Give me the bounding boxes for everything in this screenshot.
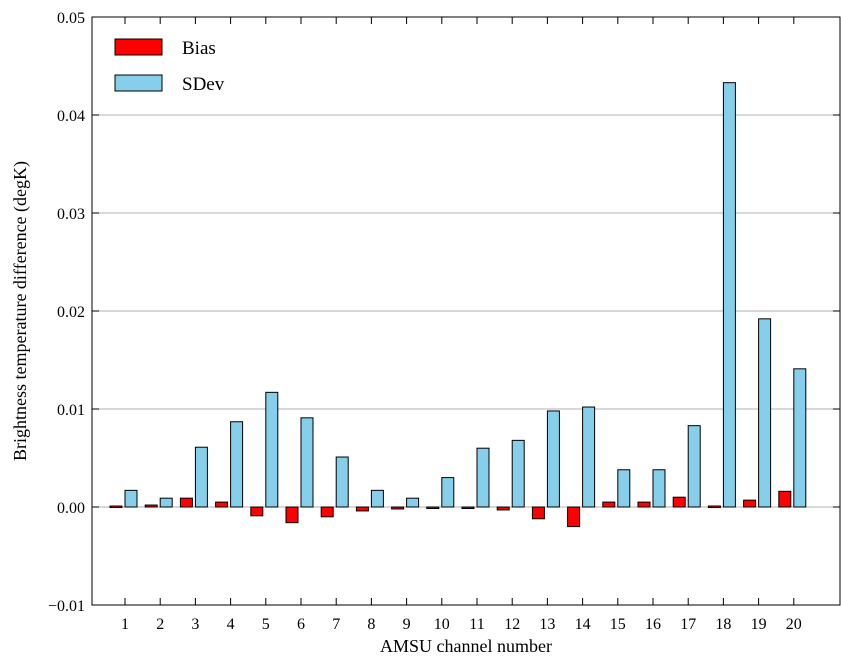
bar-bias-ch12: [496, 506, 510, 511]
bar-bias-ch3: [179, 497, 193, 508]
x-tick-label: 19: [751, 616, 767, 633]
x-tick-label: 9: [403, 616, 411, 633]
x-tick-label: 7: [332, 616, 340, 633]
bar-bias-ch4: [215, 501, 229, 508]
bar-sdev-ch5: [265, 391, 279, 508]
bar-sdev-ch3: [194, 446, 208, 508]
bar-sdev-ch17: [687, 425, 701, 508]
bar-bias-ch1: [109, 505, 123, 509]
x-tick-label: 5: [262, 616, 270, 633]
bar-bias-ch20: [778, 490, 792, 508]
bar-bias-ch18: [707, 505, 721, 509]
bar-bias-ch17: [672, 496, 686, 508]
x-tick-label: 6: [297, 616, 305, 633]
y-tick-label: 0.00: [57, 500, 85, 517]
bar-sdev-ch12: [511, 439, 525, 508]
bar-sdev-ch10: [441, 477, 455, 508]
y-tick-label: −0.01: [48, 598, 85, 615]
y-axis-title: Brightness temperature difference (degK): [10, 161, 31, 461]
bars: [109, 82, 807, 528]
x-tick-label: 12: [504, 616, 520, 633]
bar-sdev-ch19: [758, 318, 772, 508]
bar-sdev-ch8: [370, 489, 384, 508]
x-tick-label: 3: [191, 616, 199, 633]
x-tick-label: 10: [434, 616, 450, 633]
legend-label-sdev: SDev: [182, 74, 225, 95]
bar-sdev-ch15: [617, 469, 631, 508]
y-tick-label: 0.05: [57, 10, 85, 27]
bar-bias-ch7: [320, 506, 334, 518]
bar-sdev-ch1: [124, 489, 138, 508]
x-tick-label: 20: [786, 616, 802, 633]
bar-bias-ch8: [355, 506, 369, 512]
x-tick-label: 13: [539, 616, 555, 633]
bar-bias-ch13: [531, 506, 545, 520]
bar-sdev-ch9: [406, 497, 420, 508]
x-tick-label: 18: [715, 616, 731, 633]
x-tick-label: 1: [121, 616, 129, 633]
bar-sdev-ch6: [300, 417, 314, 508]
bar-sdev-ch20: [793, 368, 807, 508]
bar-sdev-ch13: [546, 410, 560, 508]
bar-bias-ch15: [602, 501, 616, 508]
bar-sdev-ch11: [476, 447, 490, 508]
bar-sdev-ch16: [652, 469, 666, 508]
x-tick-label: 2: [156, 616, 164, 633]
x-tick-label: 17: [680, 616, 696, 633]
axis-ticks: −0.010.000.010.020.030.040.051 2 3 4 5 6 7 8 9 10…: [48, 10, 840, 633]
bar-sdev-ch2: [159, 497, 173, 508]
legend: Bias SDev: [114, 38, 225, 95]
y-tick-label: 0.01: [57, 402, 85, 419]
bar-bias-ch14: [567, 506, 581, 528]
y-tick-label: 0.04: [57, 108, 85, 125]
bar-bias-ch5: [250, 506, 264, 517]
bar-bias-ch9: [391, 506, 405, 510]
y-tick-label: 0.02: [57, 304, 85, 321]
x-tick-label: 4: [227, 616, 235, 633]
bar-bias-ch6: [285, 506, 299, 524]
legend-swatch-sdev: [114, 74, 163, 92]
x-tick-label: 14: [575, 616, 591, 633]
bar-sdev-ch7: [335, 456, 349, 508]
bar-bias-ch2: [144, 504, 158, 508]
legend-swatch-bias: [114, 38, 163, 56]
bar-bias-ch10: [426, 506, 440, 509]
x-axis-title: AMSU channel number: [380, 636, 552, 656]
bar-bias-ch16: [637, 501, 651, 508]
bar-bias-ch19: [743, 499, 757, 508]
bar-sdev-ch14: [582, 406, 596, 508]
x-tick-label: 16: [645, 616, 661, 633]
legend-label-bias: Bias: [182, 38, 216, 59]
bar-sdev-ch4: [230, 421, 244, 508]
x-tick-label: 11: [469, 616, 484, 633]
bar-bias-ch11: [461, 506, 475, 509]
bar-sdev-ch18: [722, 82, 736, 508]
y-tick-label: 0.03: [57, 206, 85, 223]
x-tick-label: 8: [367, 616, 375, 633]
x-tick-label: 15: [610, 616, 626, 633]
